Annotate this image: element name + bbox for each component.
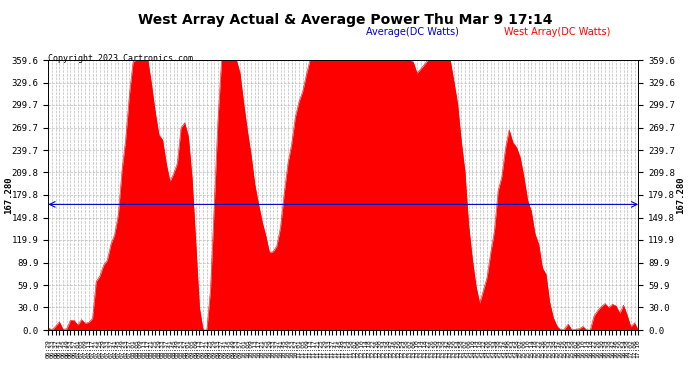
Text: 167.280: 167.280 — [676, 176, 686, 214]
Text: Copyright 2023 Cartronics.com: Copyright 2023 Cartronics.com — [48, 54, 193, 63]
Text: Average(DC Watts): Average(DC Watts) — [366, 27, 459, 37]
Text: West Array(DC Watts): West Array(DC Watts) — [504, 27, 610, 37]
Text: West Array Actual & Average Power Thu Mar 9 17:14: West Array Actual & Average Power Thu Ma… — [138, 13, 552, 27]
Text: 167.280: 167.280 — [4, 176, 14, 214]
